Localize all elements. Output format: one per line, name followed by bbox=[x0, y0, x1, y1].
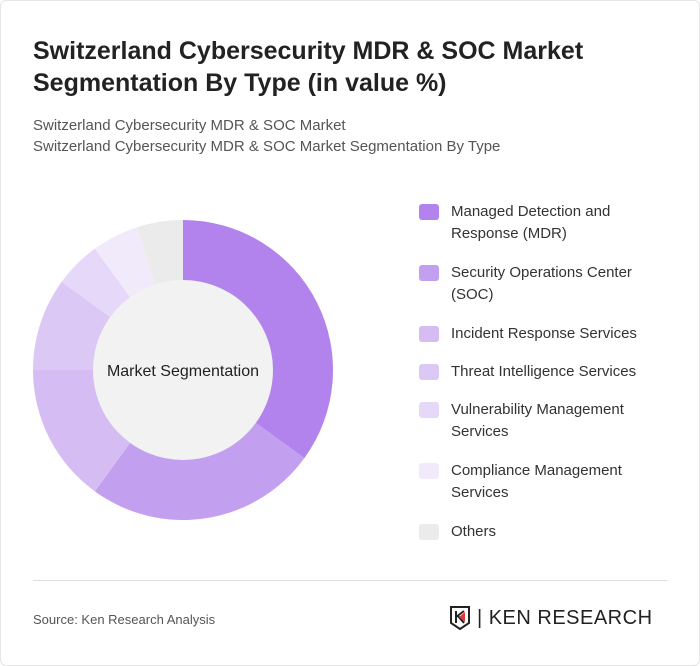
legend-label: Threat Intelligence Services bbox=[451, 363, 637, 380]
legend-item: Managed Detection and Response (MDR) bbox=[419, 201, 651, 245]
legend-item: Security Operations Center (SOC) bbox=[419, 262, 651, 306]
legend-item: Vulnerability Management Services bbox=[419, 399, 651, 443]
source-note: Source: Ken Research Analysis bbox=[33, 612, 216, 627]
legend-label: Compliance Management Services bbox=[451, 462, 622, 501]
legend-label: Others bbox=[451, 523, 497, 540]
logo-text: KEN RESEARCH bbox=[488, 606, 653, 629]
legend-item: Compliance Management Services bbox=[419, 460, 651, 504]
subtitle-line: Switzerland Cybersecurity MDR & SOC Mark… bbox=[33, 117, 346, 134]
legend-swatch bbox=[419, 326, 439, 342]
legend-label: Incident Response Services bbox=[451, 325, 637, 342]
legend-swatch bbox=[419, 463, 439, 479]
legend-swatch bbox=[419, 402, 439, 418]
donut-hole bbox=[93, 280, 273, 460]
divider bbox=[33, 580, 667, 581]
logo-icon bbox=[450, 606, 470, 631]
legend-label: Managed Detection and Response (MDR) bbox=[451, 203, 611, 242]
ken-research-logo: | KEN RESEARCH bbox=[449, 605, 653, 631]
subtitle: Switzerland Cybersecurity MDR & SOC Mark… bbox=[33, 115, 500, 157]
legend-swatch bbox=[419, 265, 439, 281]
subtitle-line: Switzerland Cybersecurity MDR & SOC Mark… bbox=[33, 138, 501, 155]
legend-item: Threat Intelligence Services bbox=[419, 361, 651, 383]
legend-label: Vulnerability Management Services bbox=[451, 401, 624, 440]
legend-label: Security Operations Center (SOC) bbox=[451, 264, 632, 303]
chart-title: Switzerland Cybersecurity MDR & SOC Mark… bbox=[33, 37, 584, 97]
legend-swatch bbox=[419, 364, 439, 380]
donut-chart: Market Segmentation bbox=[33, 220, 333, 520]
legend-swatch bbox=[419, 204, 439, 220]
center-label: Market Segmentation bbox=[107, 363, 259, 380]
legend-item: Incident Response Services bbox=[419, 323, 651, 345]
legend-swatch bbox=[419, 524, 439, 540]
legend-item: Others bbox=[419, 521, 651, 543]
